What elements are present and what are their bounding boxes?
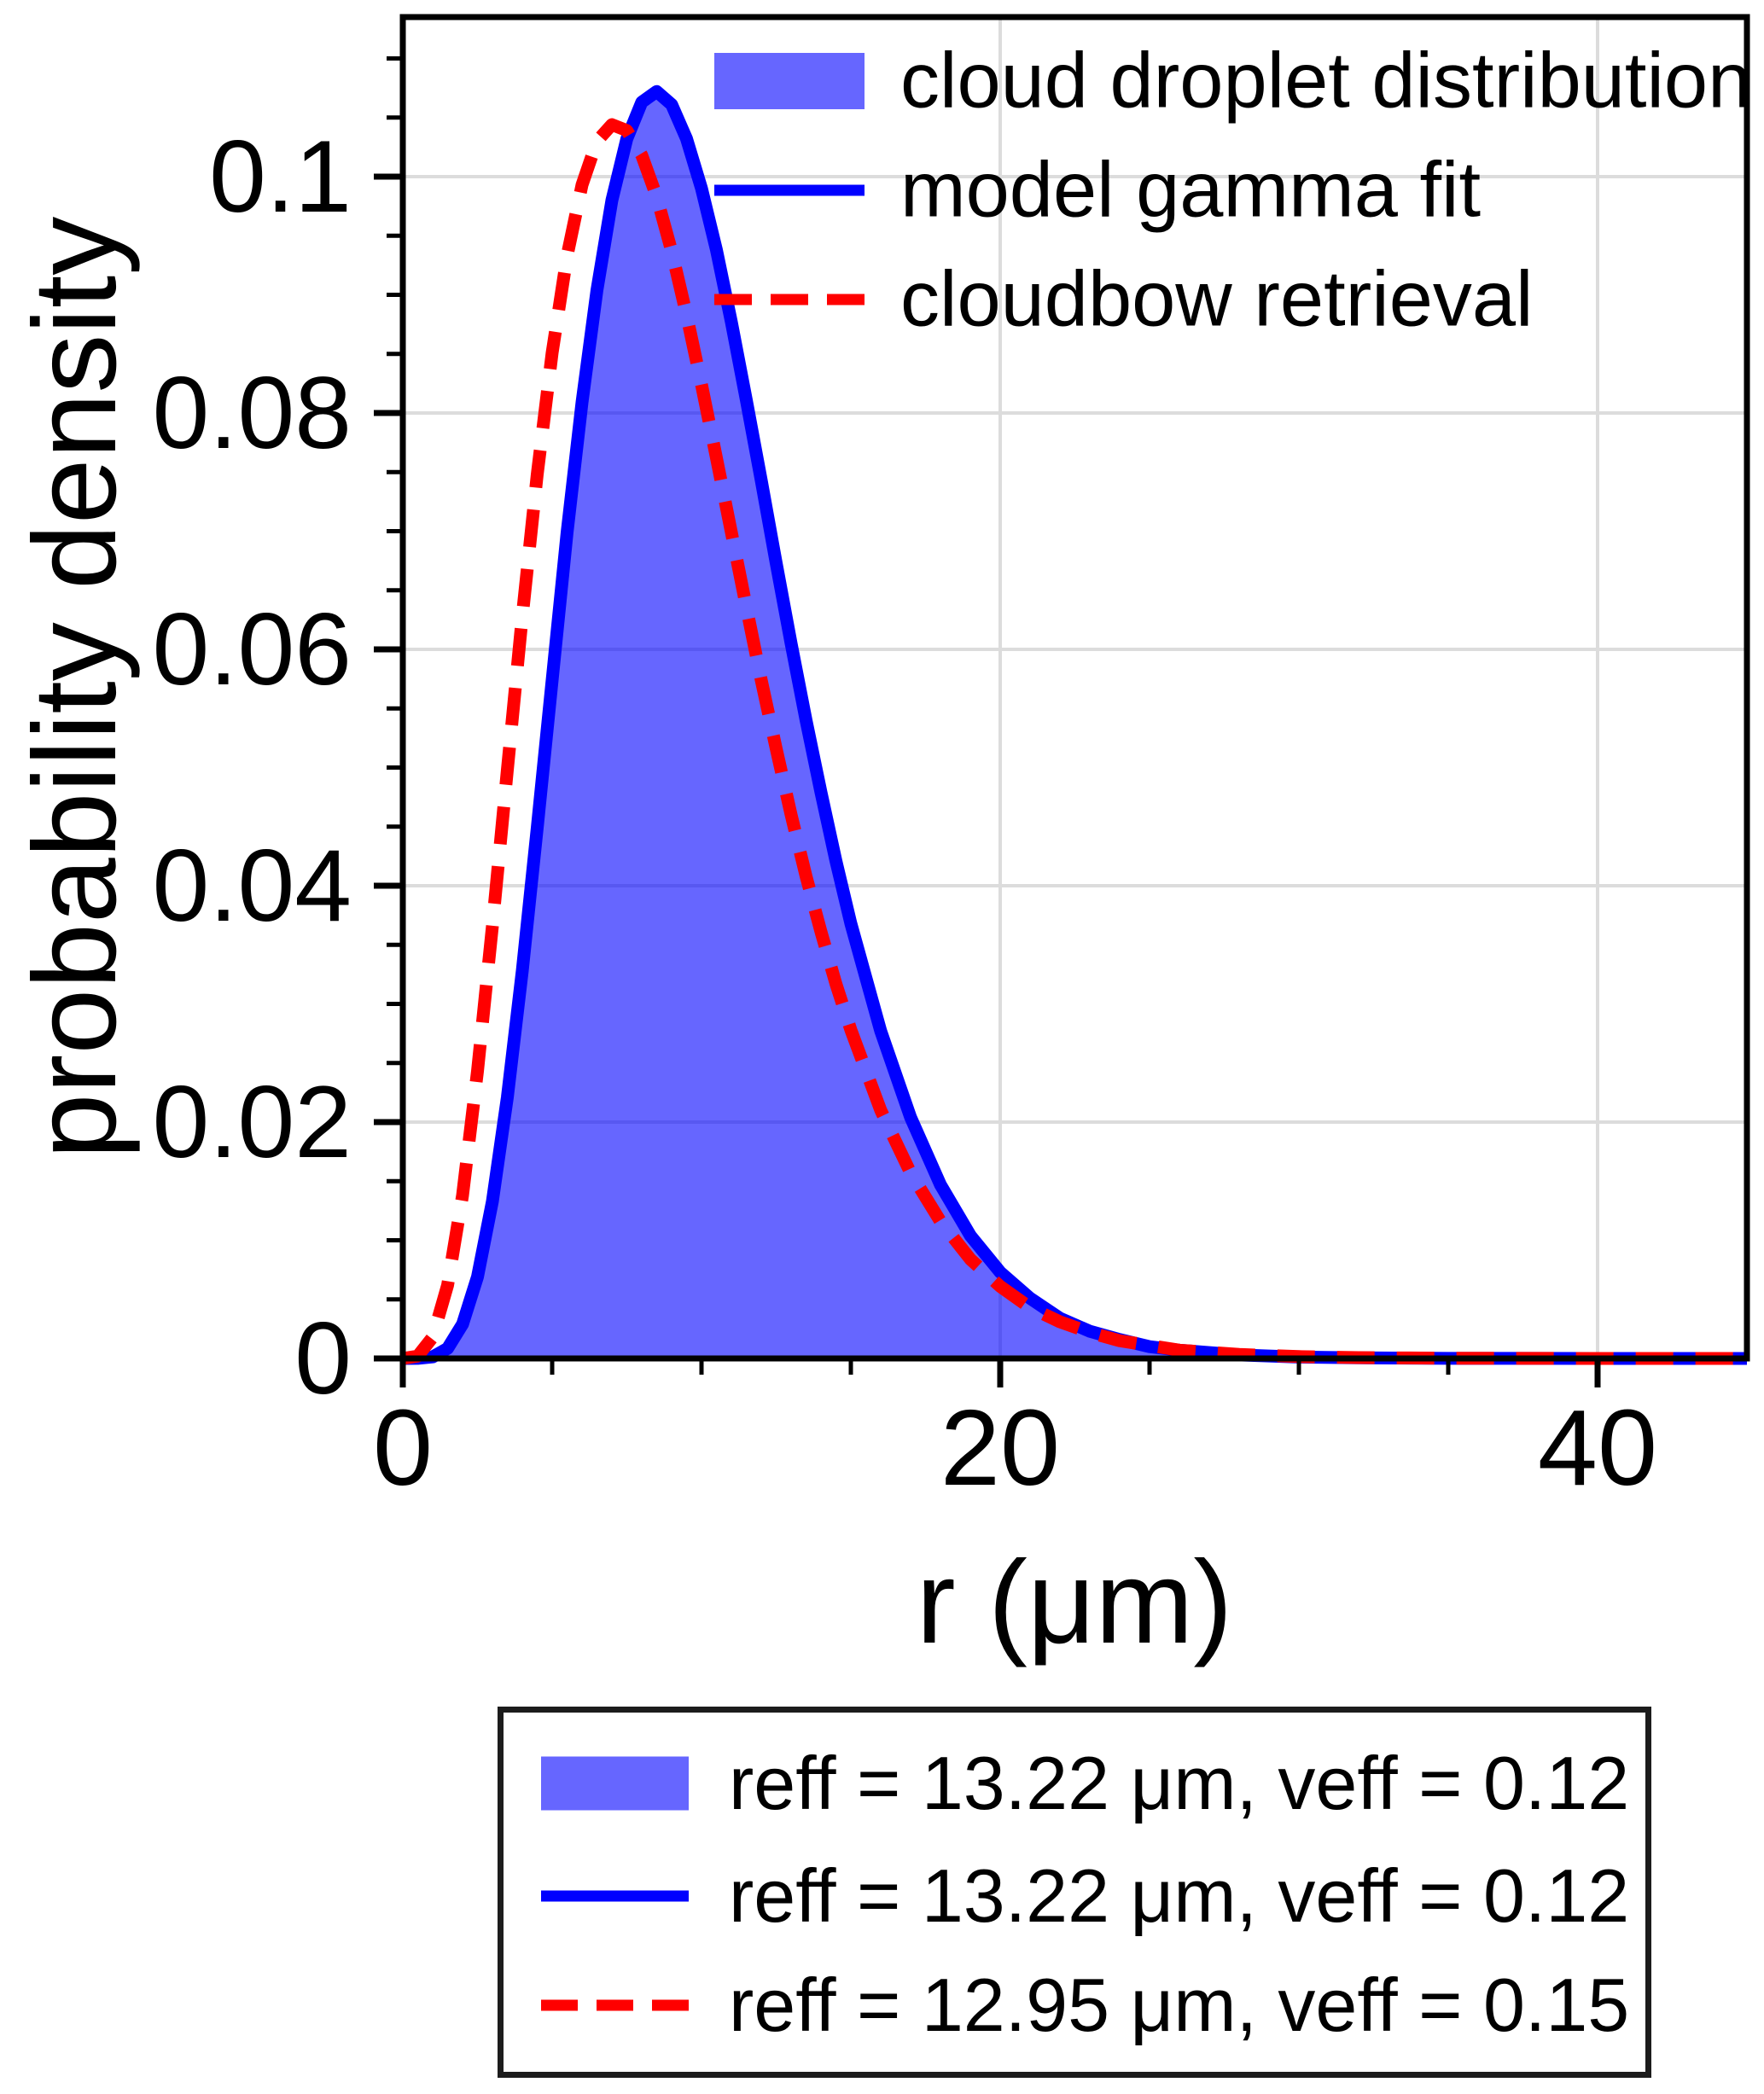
series-area-cloud-droplet-distribution (403, 91, 1747, 1359)
legend-area-swatch (714, 53, 865, 109)
stats-dash-swatch (541, 1999, 689, 2011)
stats-line-swatch (541, 1890, 689, 1902)
stats-label: reff = 12.95 μm, veff = 0.15 (729, 1963, 1630, 2047)
axes-frame (399, 14, 1750, 1362)
y-tick-label-0: 0 (294, 1301, 352, 1416)
stats-label: reff = 13.22 μm, veff = 0.12 (729, 1741, 1630, 1825)
y-axis-label: probability density (9, 216, 141, 1160)
y-tick-label-004: 0.04 (152, 829, 352, 943)
series-line-cloudbow-retrieval (401, 118, 1747, 1365)
y-tick-label-002: 0.02 (152, 1065, 352, 1179)
legend-dash-swatch (714, 294, 865, 305)
stats-legend-box: reff = 13.22 μm, veff = 0.12 reff = 13.2… (498, 1707, 1651, 2078)
stats-label: reff = 13.22 μm, veff = 0.12 (729, 1853, 1630, 1938)
stats-area-swatch (541, 1756, 689, 1811)
x-axis-label: r (μm) (916, 1537, 1233, 1668)
legend-label: cloud droplet distribution (900, 37, 1752, 125)
x-tick-label-40: 40 (1537, 1387, 1658, 1508)
y-tick-label-008: 0.08 (152, 356, 352, 470)
legend-line-swatch (714, 184, 865, 196)
x-tick-label-20: 20 (940, 1387, 1061, 1508)
y-tick-label-006: 0.06 (152, 592, 352, 707)
legend-label: cloudbow retrieval (900, 255, 1534, 343)
x-tick-label-0: 0 (372, 1387, 434, 1508)
y-tick-label-01: 0.1 (209, 119, 352, 234)
legend-label: model gamma fit (900, 146, 1482, 234)
